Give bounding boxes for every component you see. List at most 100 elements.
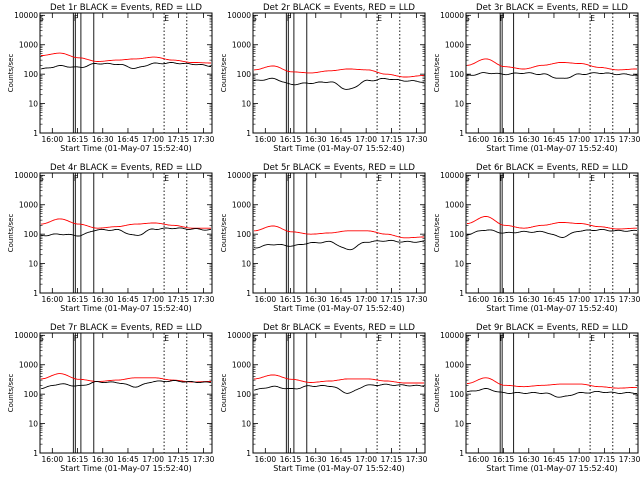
- series-line-lld: [254, 374, 424, 384]
- x-tick-label: 16:45: [330, 455, 352, 464]
- flag-mark-E: E: [164, 174, 169, 183]
- flag-mark-S: S: [252, 334, 257, 343]
- x-tick-label: 16:45: [330, 135, 352, 144]
- flag-mark-F: F: [287, 14, 291, 23]
- y-tick-label: 10: [28, 99, 38, 108]
- chart-title: Det 3r BLACK = Events, RED = LLD: [476, 3, 628, 13]
- y-tick-label: 1: [246, 449, 251, 458]
- plot-frame: [465, 172, 639, 294]
- series-line-events: [40, 62, 211, 70]
- y-tick-label: 100: [237, 390, 252, 399]
- x-tick-label: 16:15: [493, 295, 515, 304]
- x-tick-label: 17:30: [406, 455, 428, 464]
- y-axis-label: Counts/sec: [433, 214, 441, 253]
- plot-frame: [39, 332, 213, 454]
- flag-mark-E: E: [590, 174, 595, 183]
- x-tick-label: 17:30: [406, 135, 428, 144]
- series-line-events: [467, 228, 638, 238]
- series-line-lld: [254, 225, 424, 239]
- y-tick-label: 10: [28, 419, 38, 428]
- x-tick-label: 17:30: [193, 455, 215, 464]
- y-tick-label: 1: [33, 289, 38, 298]
- flag-mark-S: S: [39, 14, 44, 23]
- plot-frame: [252, 332, 426, 454]
- x-tick-label: 16:15: [280, 135, 302, 144]
- x-tick-label: 16:30: [92, 295, 114, 304]
- chart-panel-5: Det 5r BLACK = Events, RED = LLD 1 10 100 10…: [220, 163, 428, 313]
- y-tick-label: 10000: [227, 171, 251, 180]
- x-tick-label: 17:15: [381, 455, 403, 464]
- flag-mark-F: F: [500, 334, 504, 343]
- y-tick-label: 10: [454, 419, 464, 428]
- x-tick-label: 17:30: [619, 295, 640, 304]
- y-tick-label: 100: [24, 390, 39, 399]
- y-tick-label: 10: [241, 99, 251, 108]
- y-tick-label: 1: [459, 129, 464, 138]
- flag-mark-E: E: [590, 334, 595, 343]
- x-tick-label: 16:00: [255, 135, 277, 144]
- x-tick-label: 16:00: [468, 455, 490, 464]
- y-tick-label: 10: [454, 259, 464, 268]
- chart-title: Det 7r BLACK = Events, RED = LLD: [50, 323, 202, 333]
- chart-panel-8: Det 8r BLACK = Events, RED = LLD 1 10 100 10…: [220, 323, 428, 473]
- flag-mark-E: E: [377, 14, 382, 23]
- x-tick-label: 16:30: [305, 455, 327, 464]
- x-tick-label: 16:00: [255, 455, 277, 464]
- x-tick-label: 17:00: [568, 135, 590, 144]
- y-tick-label: 100: [237, 230, 252, 239]
- x-tick-label: 17:15: [594, 295, 616, 304]
- chart-panel-4: Det 4r BLACK = Events, RED = LLD 1 10 100 10…: [7, 163, 215, 313]
- x-tick-label: 17:00: [355, 455, 377, 464]
- x-tick-label: 16:00: [42, 295, 64, 304]
- flag-mark-E: E: [590, 14, 595, 23]
- x-tick-label: 16:00: [468, 135, 490, 144]
- x-tick-label: 17:15: [381, 135, 403, 144]
- y-tick-label: 1000: [232, 201, 251, 210]
- x-tick-label: 17:15: [381, 295, 403, 304]
- x-tick-label: 17:00: [568, 295, 590, 304]
- x-axis-label: Start Time (01-May-07 15:52:40): [273, 464, 404, 473]
- flag-mark-S: S: [39, 334, 44, 343]
- y-tick-label: 100: [450, 70, 465, 79]
- x-tick-label: 16:30: [305, 295, 327, 304]
- y-axis-label: Counts/sec: [433, 54, 441, 93]
- flag-mark-F: F: [500, 14, 504, 23]
- chart-panel-2: Det 2r BLACK = Events, RED = LLD 1 10 100 10…: [220, 3, 428, 153]
- x-axis-label: Start Time (01-May-07 15:52:40): [486, 464, 617, 473]
- x-tick-label: 16:30: [305, 135, 327, 144]
- flag-mark-F: F: [500, 174, 504, 183]
- series-line-lld: [41, 373, 211, 383]
- x-tick-label: 16:15: [67, 135, 89, 144]
- x-axis-label: Start Time (01-May-07 15:52:40): [486, 144, 617, 153]
- plot-frame: [39, 12, 213, 134]
- flag-mark-E: E: [377, 174, 382, 183]
- chart-title: Det 6r BLACK = Events, RED = LLD: [476, 163, 628, 173]
- y-tick-label: 1000: [445, 201, 464, 210]
- x-tick-label: 16:30: [518, 455, 540, 464]
- x-tick-label: 17:15: [168, 135, 190, 144]
- x-tick-label: 16:45: [117, 455, 139, 464]
- series-line-lld: [467, 58, 637, 71]
- y-tick-label: 10000: [440, 331, 464, 340]
- x-tick-label: 16:00: [255, 295, 277, 304]
- flag-mark-F: F: [287, 174, 291, 183]
- x-tick-label: 17:30: [193, 295, 215, 304]
- plot-frame: [39, 172, 213, 294]
- chart-title: Det 8r BLACK = Events, RED = LLD: [263, 323, 415, 333]
- chart-title: Det 4r BLACK = Events, RED = LLD: [50, 163, 202, 173]
- flag-mark-E: E: [164, 334, 169, 343]
- x-tick-label: 16:45: [117, 295, 139, 304]
- y-tick-label: 10: [28, 259, 38, 268]
- flag-mark-S: S: [465, 334, 470, 343]
- x-tick-label: 16:15: [493, 135, 515, 144]
- x-tick-label: 17:30: [619, 455, 640, 464]
- plot-frame: [252, 172, 426, 294]
- y-tick-label: 100: [24, 230, 39, 239]
- chart-title: Det 2r BLACK = Events, RED = LLD: [263, 3, 415, 13]
- flag-mark-S: S: [465, 14, 470, 23]
- y-axis-label: Counts/sec: [7, 54, 15, 93]
- y-axis-label: Counts/sec: [7, 374, 15, 413]
- y-tick-label: 10000: [14, 331, 38, 340]
- y-tick-label: 1: [459, 289, 464, 298]
- x-tick-label: 16:15: [493, 455, 515, 464]
